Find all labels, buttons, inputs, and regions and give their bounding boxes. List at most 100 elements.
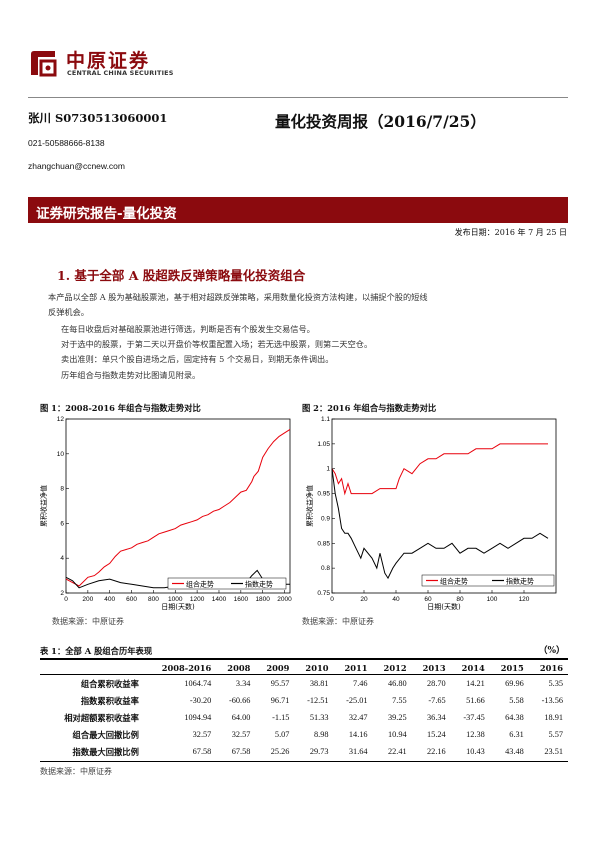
x-tick-label: 0 [64,596,68,603]
table-cell: 23.51 [544,747,563,756]
series-line-portfolio [331,443,548,496]
table-cell: 46.80 [387,679,407,688]
y-tick-label: 8 [60,486,64,493]
table-row: 指数累积收益率 -30.20 -60.66 96.71 -12.51 -25.01 7.55… [40,692,568,709]
banner-text: 证券研究报告-量化投资 [36,206,177,222]
table-cell: 67.58 [192,747,212,756]
table-cell: -13.56 [541,696,563,705]
row-label: 指数累积收益率 [80,696,139,706]
paragraph: 卖出准则：单只个股自进场之后，固定持有 5 个交易日，到期无条件调出。 [61,354,334,364]
x-tick-label: 80 [456,596,464,603]
row-label: 相对超额累积收益率 [64,713,139,723]
row-label: 指数最大回撤比例 [72,747,139,757]
section-heading: 1. 基于全部 A 股超跌反弹策略量化投资组合 [57,268,306,283]
table-cell: 12.38 [466,730,485,739]
x-tick-label: 1400 [212,596,227,603]
table-cell: 39.25 [387,713,407,722]
legend-label: 组合走势 [186,580,214,589]
logo-text-en: CENTRAL CHINA SECURITIES [67,69,174,77]
table-cell: -7.65 [428,696,446,705]
y-tick-label: 0.8 [321,565,330,572]
table-cell: -1.15 [272,713,290,722]
series-line-portfolio [65,428,291,587]
table-cell: 10.43 [466,747,485,756]
paragraph: 对于选中的股票，于第二天以开盘价等权重配置入场；若无选中股票，则第二天空仓。 [61,339,373,349]
table-cell: 3.34 [235,679,251,688]
table-cell: 51.66 [466,696,485,705]
table-body: 组合累积收益率 1064.74 3.34 95.57 38.81 7.46 46.80 28.… [40,675,568,761]
x-tick-label: 600 [126,596,137,603]
table-header-cell: 2013 [411,661,451,675]
row-label: 组合累积收益率 [80,679,139,689]
table-cell: 32.47 [348,713,368,722]
report-banner [28,197,568,223]
plot-area [331,418,557,594]
table-row: 相对超额累积收益率 1094.94 64.00 -1.15 51.33 32.47 39.2… [40,709,568,726]
x-axis-label: 日期(天数) [161,602,195,611]
table-cell: 7.55 [392,696,407,705]
table-cell: -25.01 [346,696,368,705]
x-tick-label: 2000 [277,596,292,603]
figure-2-chart: 0 20 40 60 80 100 120 0.75 0.8 0.85 0.9 0.95 1 1.05 1.… [305,416,557,611]
table-cell: 36.34 [427,713,446,722]
y-axis-label: 累积收益净值 [305,485,314,527]
table-header-cell: 2010 [294,661,334,675]
table-cell: 32.57 [231,730,251,739]
table-cell: 18.91 [544,713,563,722]
table-title: 表 1：全部 A 股组合历年表现 [40,646,153,656]
company-logo-icon [31,51,57,77]
report-title: 量化投资周报（2016/7/25） [275,112,486,131]
table-header-cell: 2008-2016 [143,661,217,675]
table-cell: 1094.94 [184,713,212,722]
y-tick-label: 0.9 [321,515,330,522]
paragraph: 在每日收盘后对基础股票池进行筛选，判断是否有个股发生交易信号。 [61,324,315,334]
legend-box [421,574,555,587]
table-cell: 64.00 [231,713,251,722]
table-cell: 22.16 [427,747,446,756]
table-cell: 64.38 [505,713,524,722]
table-header-cell: 2014 [450,661,490,675]
table-cell: 69.96 [505,679,524,688]
table-cell: -60.66 [228,696,251,705]
x-tick-label: 0 [330,596,334,603]
table-header-cell: 2015 [489,661,529,675]
figure-2-title: 图 2：2016 年组合与指数走势对比 [302,403,437,413]
legend-label: 组合走势 [440,577,468,586]
publish-date: 发布日期：2016 年 7 月 25 日 [454,228,567,237]
table-cell: 25.26 [270,747,290,756]
y-tick-label: 4 [60,555,64,562]
x-tick-label: 40 [392,596,400,603]
table-cell: 5.07 [274,730,290,739]
legend: 组合走势 指数走势 [167,577,287,590]
paragraph: 反弹机会。 [48,307,89,317]
logo-text-cn: 中原证券 [66,50,151,72]
x-tick-label: 120 [519,596,530,603]
x-tick-label: 400 [104,596,115,603]
table-cell: 38.81 [309,679,329,688]
author-email[interactable]: zhangchuan@ccnew.com [28,161,125,171]
y-tick-label: 10 [57,451,65,458]
x-tick-label: 800 [148,596,159,603]
table-row: 组合累积收益率 1064.74 3.34 95.57 38.81 7.46 46.80 28.… [40,675,568,693]
table-cell: 67.58 [231,747,251,756]
legend-box [167,577,287,590]
y-tick-label: 12 [57,416,65,423]
table-cell: 22.41 [387,747,407,756]
plot-area [65,418,291,594]
legend-label: 指数走势 [245,580,273,589]
table-header-cell: 2008 [216,661,256,675]
table-cell: -30.20 [189,696,212,705]
table-top-rule [40,658,568,660]
author: 张川 S0730513060001 [28,111,168,125]
table-cell: 10.94 [387,730,407,739]
table-cell: 7.46 [353,679,368,688]
figure-1-source: 数据来源：中原证券 [52,617,124,626]
table-header-cell: 2012 [372,661,412,675]
table-cell: 29.73 [309,747,329,756]
table-cell: 14.16 [348,730,368,739]
table-bottom-rule [40,761,568,762]
table-cell: 5.58 [509,696,524,705]
table-cell: 8.98 [313,730,329,739]
table-cell: 28.70 [427,679,446,688]
table-cell: 5.35 [548,679,563,688]
